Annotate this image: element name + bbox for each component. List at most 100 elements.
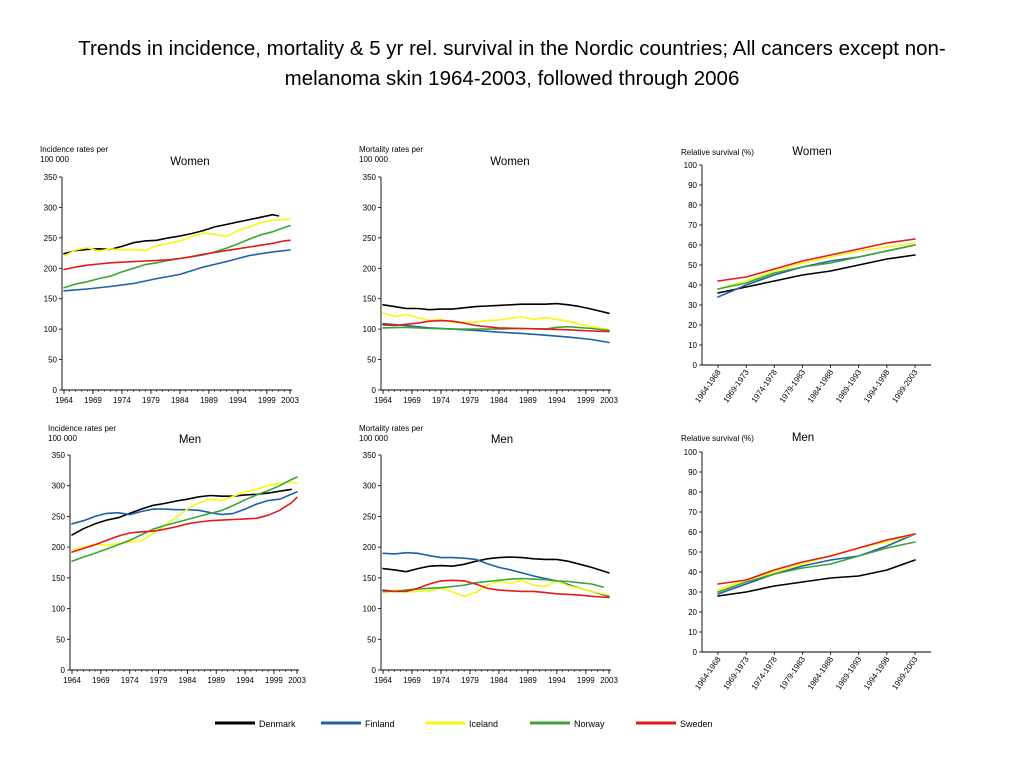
x-tick-label: 1984 xyxy=(171,396,189,405)
x-tick-label: 1984-1988 xyxy=(806,655,836,692)
y-tick-label: 90 xyxy=(688,181,697,190)
y-tick-label: 150 xyxy=(363,295,377,304)
legend-item-denmark: Denmark xyxy=(215,719,296,729)
y-tick-label: 80 xyxy=(688,488,697,497)
series-line-norway xyxy=(63,224,291,289)
y-tick-label: 70 xyxy=(688,221,697,230)
y-tick-label: 20 xyxy=(688,608,697,617)
series-line-iceland xyxy=(382,579,610,598)
y-tick-label: 0 xyxy=(61,666,66,675)
y-axis-label-line: 100 000 xyxy=(359,155,388,164)
x-tick-label: 1984-1988 xyxy=(806,368,836,405)
series-line-finland xyxy=(71,491,298,525)
x-tick-label: 1974-1978 xyxy=(750,368,780,405)
x-tick-label: 1999-2003 xyxy=(890,655,920,692)
x-tick-label: 1999 xyxy=(265,676,283,685)
series-line-norway xyxy=(717,244,916,290)
y-axis-label-line: Mortality rates per xyxy=(359,145,423,154)
y-tick-label: 0 xyxy=(693,361,698,370)
y-tick-label: 200 xyxy=(44,264,58,273)
y-tick-label: 0 xyxy=(372,666,377,675)
x-tick-label: 1979-1983 xyxy=(778,368,808,405)
y-tick-label: 40 xyxy=(688,281,697,290)
y-tick-label: 350 xyxy=(363,173,377,182)
y-tick-label: 100 xyxy=(52,605,66,614)
x-tick-label: 1989 xyxy=(200,396,218,405)
legend-label: Sweden xyxy=(680,719,713,729)
x-tick-label: 1979 xyxy=(142,396,160,405)
series-line-sweden xyxy=(717,238,916,282)
x-tick-label: 2003 xyxy=(600,676,618,685)
panel-title: Women xyxy=(490,156,529,168)
series-line-denmark xyxy=(382,302,610,315)
x-tick-label: 1969-1973 xyxy=(721,368,751,405)
legend-item-norway: Norway xyxy=(530,719,605,729)
x-tick-label: 1994-1998 xyxy=(862,368,892,405)
y-tick-label: 30 xyxy=(688,301,697,310)
x-tick-label: 1984 xyxy=(490,676,508,685)
y-tick-label: 350 xyxy=(44,173,58,182)
x-tick-label: 2003 xyxy=(281,396,299,405)
y-tick-label: 250 xyxy=(363,512,377,521)
x-tick-label: 1969 xyxy=(403,676,421,685)
x-tick-label: 1964-1968 xyxy=(693,655,723,692)
series-line-denmark xyxy=(63,213,280,255)
chart-men-survival: Relative survival (%) Men 0 10 20 30 40 50 60 70 8… xyxy=(681,432,931,691)
x-tick-label: 1989 xyxy=(519,396,537,405)
y-tick-label: 100 xyxy=(684,448,698,457)
y-axis-label: Relative survival (%) xyxy=(681,148,754,157)
series-line-norway xyxy=(717,541,916,593)
series-line-denmark xyxy=(717,559,916,597)
panel-title: Men xyxy=(792,432,814,444)
x-tick-label: 1974 xyxy=(432,396,450,405)
x-tick-label: 1999 xyxy=(577,676,595,685)
y-tick-label: 250 xyxy=(363,234,377,243)
x-tick-label: 1964 xyxy=(55,396,73,405)
x-tick-label: 1994 xyxy=(229,396,247,405)
y-tick-label: 200 xyxy=(363,264,377,273)
x-tick-label: 1989 xyxy=(519,676,537,685)
y-tick-label: 60 xyxy=(688,528,697,537)
legend-label: Norway xyxy=(574,719,605,729)
series-line-sweden xyxy=(382,579,610,599)
y-tick-label: 40 xyxy=(688,568,697,577)
x-tick-label: 1999 xyxy=(577,396,595,405)
y-axis-label-line: Incidence rates per xyxy=(40,145,108,154)
x-tick-label: 2003 xyxy=(288,676,306,685)
y-tick-label: 300 xyxy=(44,203,58,212)
legend-label: Iceland xyxy=(469,719,498,729)
legend-item-sweden: Sweden xyxy=(636,719,713,729)
x-tick-label: 2003 xyxy=(600,396,618,405)
series-line-finland xyxy=(717,244,916,298)
series-line-iceland xyxy=(63,218,291,257)
series-line-sweden xyxy=(717,533,916,585)
y-axis-label-line: Mortality rates per xyxy=(359,424,423,433)
x-tick-label: 1984 xyxy=(178,676,196,685)
x-tick-label: 1999-2003 xyxy=(890,368,920,405)
x-tick-label: 1989 xyxy=(207,676,225,685)
series-line-iceland xyxy=(382,311,610,331)
y-tick-label: 100 xyxy=(684,161,698,170)
series-line-denmark xyxy=(382,556,610,574)
legend-label: Finland xyxy=(365,719,395,729)
series-line-sweden xyxy=(71,496,298,553)
y-tick-label: 150 xyxy=(44,295,58,304)
x-tick-label: 1989-1993 xyxy=(834,655,864,692)
x-tick-label: 1964 xyxy=(374,676,392,685)
x-tick-label: 1999 xyxy=(258,396,276,405)
panel-title: Women xyxy=(170,156,209,168)
x-tick-label: 1969 xyxy=(84,396,102,405)
series-line-sweden xyxy=(63,239,291,271)
y-tick-label: 150 xyxy=(363,574,377,583)
y-tick-label: 250 xyxy=(52,512,66,521)
x-tick-label: 1974 xyxy=(432,676,450,685)
y-axis-label-line: Relative survival (%) xyxy=(681,148,754,157)
y-tick-label: 90 xyxy=(688,468,697,477)
y-tick-label: 60 xyxy=(688,241,697,250)
y-tick-label: 0 xyxy=(53,386,58,395)
y-axis-label: Relative survival (%) xyxy=(681,434,754,443)
y-tick-label: 300 xyxy=(52,482,66,491)
x-tick-label: 1994 xyxy=(548,396,566,405)
x-tick-label: 1964 xyxy=(374,396,392,405)
